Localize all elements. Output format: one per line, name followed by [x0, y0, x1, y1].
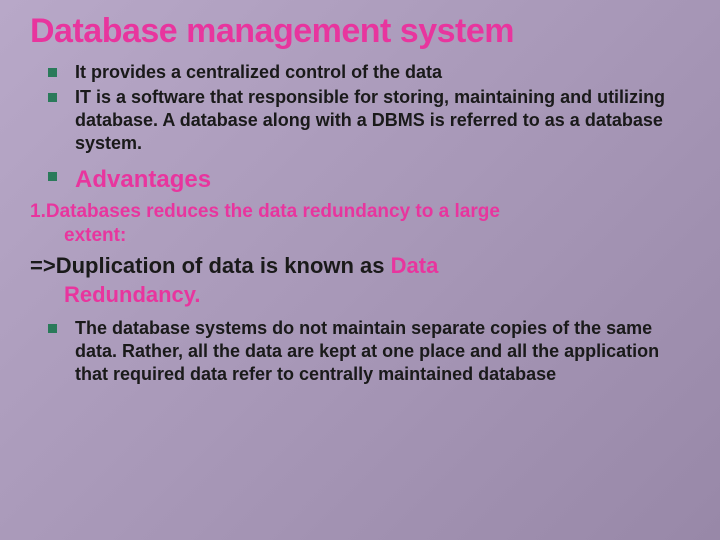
numbered-line-1: 1.Databases reduces the data redundancy …: [30, 201, 500, 222]
arrow-part2: Data: [391, 253, 439, 278]
advantages-heading: Advantages: [75, 165, 211, 196]
bullet-item-1: It provides a centralized control of the…: [30, 61, 690, 84]
bullet-item-advantages: Advantages: [30, 165, 690, 196]
arrow-prefix: =>: [30, 253, 56, 278]
bullet-text-2: IT is a software that responsible for st…: [75, 86, 690, 155]
bullet-text-1: It provides a centralized control of the…: [75, 61, 442, 84]
bullet-text-4: The database systems do not maintain sep…: [75, 317, 690, 386]
bullet-item-4: The database systems do not maintain sep…: [30, 317, 690, 386]
arrow-part3: Redundancy.: [64, 282, 201, 307]
slide-title: Database management system: [30, 12, 690, 51]
bullet-square-icon: [48, 172, 57, 181]
bullet-square-icon: [48, 93, 57, 102]
numbered-line-2: extent:: [30, 224, 690, 248]
bullet-square-icon: [48, 68, 57, 77]
bullet-square-icon: [48, 324, 57, 333]
bullet-item-2: IT is a software that responsible for st…: [30, 86, 690, 155]
arrow-definition: =>Duplication of data is known as Data R…: [30, 252, 690, 308]
numbered-point-1: 1.Databases reduces the data redundancy …: [30, 200, 690, 249]
arrow-part1: Duplication of data is known as: [56, 253, 391, 278]
